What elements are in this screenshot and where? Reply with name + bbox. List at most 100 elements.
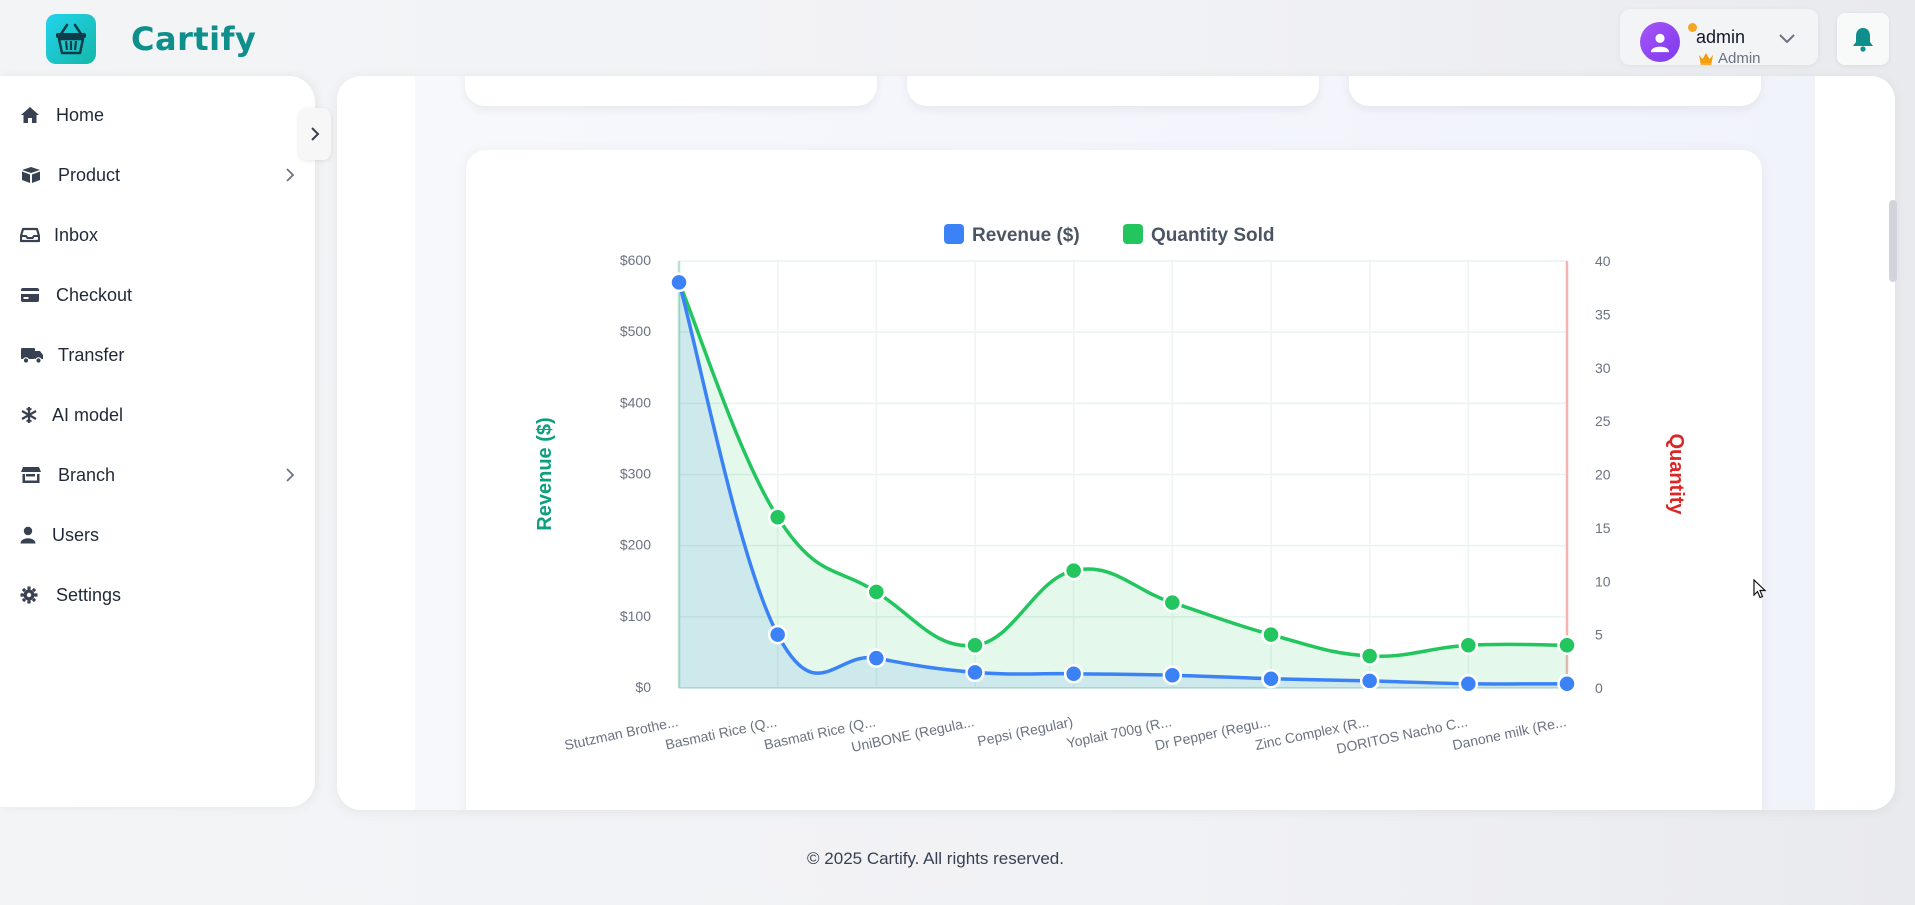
sidebar-item-label: Transfer xyxy=(58,344,125,365)
revenue-point xyxy=(866,648,887,668)
sidebar-item-settings[interactable]: Settings xyxy=(20,575,295,615)
sidebar-item-branch[interactable]: Branch xyxy=(20,455,295,495)
legend-swatch-revenue xyxy=(944,224,964,244)
sidebar-item-checkout[interactable]: Checkout xyxy=(20,275,295,315)
sidebar-item-inbox[interactable]: Inbox xyxy=(20,215,295,255)
y-tick-label: $500 xyxy=(620,323,651,339)
sidebar-toggle-button[interactable] xyxy=(299,108,331,160)
basket-icon xyxy=(56,23,86,55)
quantity-point xyxy=(1261,624,1281,645)
revenue-point xyxy=(1063,664,1084,684)
footer-text: © 2025 Cartify. All rights reserved. xyxy=(807,849,1064,868)
sidebar: Home Product Inbox Checkout Transfer AI … xyxy=(0,76,315,807)
revenue-point xyxy=(669,272,689,293)
quantity-point xyxy=(1063,560,1084,581)
chevron-right-icon xyxy=(311,127,320,141)
legend-swatch-quantity xyxy=(1123,224,1143,244)
user-icon xyxy=(20,526,36,544)
scrollbar-thumb[interactable] xyxy=(1889,200,1897,282)
sidebar-item-home[interactable]: Home xyxy=(20,95,295,135)
x-tick-label: Pepsi (Regular) xyxy=(976,713,1074,749)
y2-tick-label: 0 xyxy=(1595,680,1603,696)
inbox-icon xyxy=(20,227,40,243)
home-icon xyxy=(21,107,39,123)
y2-tick-label: 30 xyxy=(1595,360,1611,376)
x-tick-label: Dr Pepper (Regu... xyxy=(1153,713,1271,753)
revenue-area xyxy=(679,282,1567,688)
truck-icon xyxy=(21,348,43,364)
y-tick-label: $400 xyxy=(620,394,651,410)
gear-icon xyxy=(20,586,38,604)
stat-card xyxy=(1349,76,1761,106)
revenue-point xyxy=(1458,673,1479,694)
y-tick-label: $100 xyxy=(620,608,651,624)
stat-card xyxy=(907,76,1319,106)
revenue-quantity-chart: $0 $100 $200 $300 $400 $500 $600 0 5 10 15 20 25 30 35… xyxy=(534,224,1687,757)
sidebar-item-product[interactable]: Product xyxy=(20,155,295,195)
y-tick-label: $200 xyxy=(620,537,651,553)
y2-tick-label: 40 xyxy=(1595,253,1611,269)
sidebar-item-label: Settings xyxy=(56,584,122,605)
quantity-point xyxy=(1162,592,1183,613)
avatar xyxy=(1640,22,1680,62)
sidebar-item-users[interactable]: Users xyxy=(20,515,295,555)
footer: © 2025 Cartify. All rights reserved. xyxy=(0,849,1915,869)
y2-tick-label: 35 xyxy=(1595,306,1611,322)
user-role: Admin xyxy=(1698,50,1761,67)
sidebar-item-label: Users xyxy=(52,524,100,545)
legend-label-revenue: Revenue ($) xyxy=(972,225,1080,246)
sidebar-item-transfer[interactable]: Transfer xyxy=(20,335,295,375)
app-header: Cartify admin Admin xyxy=(0,0,1915,76)
chart-card: $0 $100 $200 $300 $400 $500 $600 0 5 10 15 20 25 30 35… xyxy=(466,150,1762,810)
snowflake-icon xyxy=(21,407,37,423)
quantity-point xyxy=(1359,646,1380,666)
revenue-point xyxy=(965,662,985,683)
x-tick-label: Stutzman Brothe... xyxy=(563,713,680,753)
user-avatar-icon xyxy=(1650,33,1670,53)
y-tick-label: $0 xyxy=(635,679,651,695)
sidebar-item-label: Inbox xyxy=(54,224,99,245)
user-menu[interactable]: admin Admin xyxy=(1620,9,1818,67)
sidebar-item-label: Checkout xyxy=(56,284,133,305)
revenue-point xyxy=(1557,673,1577,694)
y-tick-label: $600 xyxy=(620,252,651,268)
y2-tick-label: 15 xyxy=(1595,520,1611,536)
chevron-down-icon[interactable] xyxy=(1778,33,1796,45)
quantity-point xyxy=(1557,635,1577,656)
user-role-label: Admin xyxy=(1718,50,1761,67)
sidebar-item-label: Branch xyxy=(58,464,116,485)
stat-card xyxy=(465,76,877,106)
quantity-point xyxy=(1458,635,1479,656)
box-icon xyxy=(22,167,40,183)
status-dot xyxy=(1688,23,1697,32)
quantity-area xyxy=(679,282,1567,688)
chevron-right-icon xyxy=(286,468,295,482)
y-axis-title: Revenue ($) xyxy=(534,417,556,530)
quantity-point xyxy=(965,635,985,656)
notifications-button[interactable] xyxy=(1837,13,1889,65)
sidebar-item-label: AI model xyxy=(52,404,124,425)
y2-tick-label: 25 xyxy=(1595,413,1611,429)
revenue-point xyxy=(767,624,788,645)
crown-icon xyxy=(1699,53,1713,65)
bell-icon xyxy=(1853,28,1873,52)
brand-name: Cartify xyxy=(131,20,257,58)
brand-logo[interactable] xyxy=(46,14,96,64)
sidebar-item-ai-model[interactable]: AI model xyxy=(20,395,295,435)
quantity-point xyxy=(866,582,887,602)
y2-tick-label: 5 xyxy=(1595,627,1603,643)
x-tick-label: Danone milk (Re... xyxy=(1451,713,1568,753)
credit-card-icon xyxy=(21,288,39,302)
mouse-cursor-icon xyxy=(1753,579,1767,599)
quantity-point xyxy=(767,507,788,527)
legend-label-quantity: Quantity Sold xyxy=(1151,225,1275,246)
revenue-point xyxy=(1359,671,1380,691)
store-icon xyxy=(21,467,41,483)
sidebar-item-label: Home xyxy=(56,104,105,125)
y2-tick-label: 20 xyxy=(1595,467,1611,483)
y2-axis-title: Quantity xyxy=(1665,433,1687,515)
revenue-point xyxy=(1261,668,1281,689)
sidebar-item-label: Product xyxy=(58,164,121,185)
chevron-right-icon xyxy=(286,168,295,182)
user-name: admin xyxy=(1696,27,1746,47)
